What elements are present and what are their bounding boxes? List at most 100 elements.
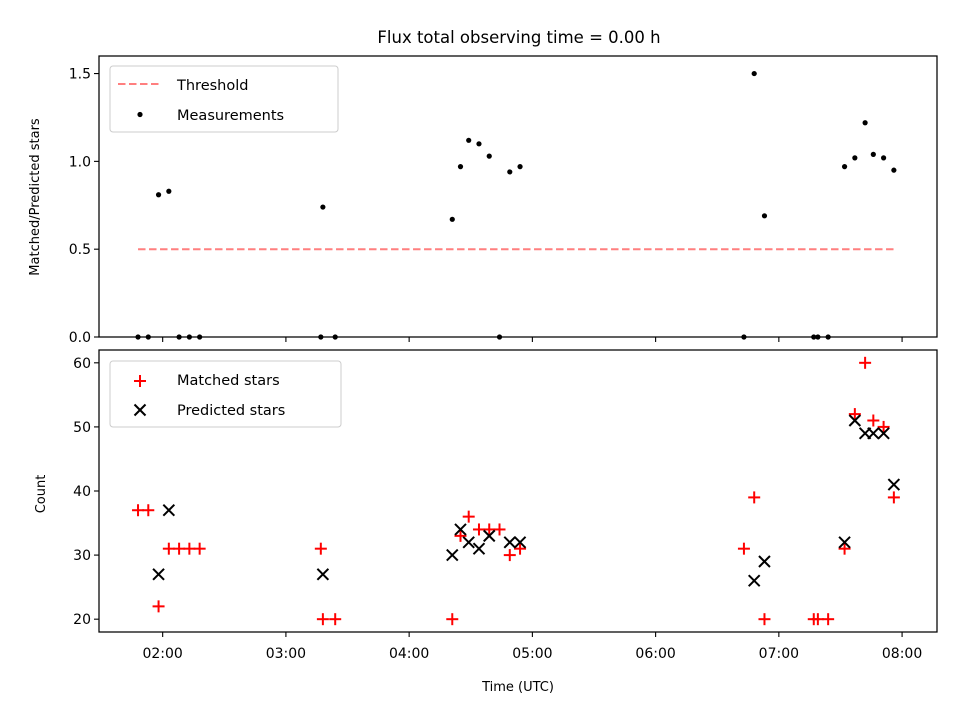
bottom-panel: 20 30 40 50 60 02:00 03:00 04:00 05:00 06:00 07:00… <box>34 349 938 695</box>
measurement-point <box>870 151 876 157</box>
matched-stars-point <box>758 613 771 626</box>
predicted-stars-point <box>483 529 496 543</box>
top-panel: 0.0 0.5 1.0 1.5 Matched/Predicted stars Thr… <box>28 55 938 346</box>
matched-stars-point <box>514 542 527 555</box>
matched-stars-point <box>162 542 175 555</box>
measurement-point <box>751 70 757 77</box>
matched-legend-label: Matched stars <box>177 373 280 389</box>
matched-stars-point <box>193 542 206 555</box>
predicted-stars-point <box>747 574 761 587</box>
predicted-stars-point <box>316 568 330 581</box>
predicted-stars-point <box>877 427 890 440</box>
bottom-legend: Matched stars Predicted stars <box>109 360 342 428</box>
matched-stars-point <box>887 491 900 504</box>
top-axes-frame <box>98 55 938 338</box>
y-tick-label: 40 <box>73 484 91 500</box>
matched-stars-point <box>737 542 750 555</box>
measurements-legend-label: Measurements <box>177 108 284 124</box>
measurement-point <box>320 204 326 210</box>
predicted-legend-label: Predicted stars <box>177 403 285 419</box>
matched-stars-point <box>748 491 761 504</box>
threshold-legend-label: Threshold <box>176 78 248 94</box>
predicted-stars-point <box>838 536 851 549</box>
measurement-point <box>891 167 897 173</box>
matched-stars-point <box>316 613 329 626</box>
bottom-legend-box <box>109 360 342 428</box>
matched-stars-point <box>454 529 467 542</box>
top-y-axis-label: Matched/Predicted stars <box>28 118 43 276</box>
bottom-x-axis-label: Time (UTC) <box>481 680 554 695</box>
predicted-stars-point <box>887 478 901 491</box>
chart-title: Flux total observing time = 0.00 h <box>377 28 660 47</box>
matched-stars-point <box>462 510 475 523</box>
matched-stars-point <box>483 523 496 536</box>
matched-stars-point <box>838 542 851 555</box>
predicted-stars-point <box>513 536 527 549</box>
predicted-stars-point <box>462 536 475 549</box>
y-tick-label: 20 <box>73 612 91 628</box>
matched-stars-point <box>503 549 516 562</box>
predicted-stars-point <box>503 536 516 549</box>
measurement-point <box>880 155 887 161</box>
measurements-legend-marker <box>137 111 143 118</box>
predicted-stars-point <box>446 548 459 562</box>
measurement-point <box>517 164 523 170</box>
x-tick-label: 04:00 <box>389 646 429 662</box>
y-tick-label: 0.5 <box>69 242 91 258</box>
measurement-point <box>457 164 464 170</box>
bottom-y-axis-label: Count <box>34 475 49 514</box>
measurement-point <box>449 216 455 222</box>
predicted-stars-point <box>472 542 486 555</box>
top-legend-box <box>109 65 339 133</box>
matched-legend-marker <box>134 375 146 387</box>
measurement-point <box>476 141 482 147</box>
y-tick-label: 60 <box>73 356 91 372</box>
measurement-point <box>761 213 768 219</box>
matched-stars-point <box>867 414 880 427</box>
matched-stars-point <box>142 504 155 517</box>
x-tick-label: 05:00 <box>512 646 552 662</box>
predicted-legend-marker <box>133 403 147 417</box>
measurement-point <box>155 192 162 198</box>
y-tick-label: 50 <box>73 420 91 436</box>
matched-stars-point <box>314 542 327 555</box>
predicted-stars-point <box>848 414 862 427</box>
matched-stars-point <box>472 523 485 536</box>
matched-stars-point <box>859 356 872 369</box>
measurement-point <box>862 120 868 126</box>
y-tick-label: 1.5 <box>69 67 91 83</box>
matched-stars-point <box>848 408 861 421</box>
measurement-point <box>852 155 858 161</box>
measurement-point <box>507 169 513 175</box>
matched-stars-point <box>446 613 459 626</box>
matched-stars-point <box>877 420 890 433</box>
top-legend: Threshold Measurements <box>109 65 339 133</box>
bottom-plot-area <box>132 356 901 626</box>
x-tick-label: 02:00 <box>142 646 182 662</box>
predicted-stars-point <box>152 568 165 581</box>
matched-stars-point <box>822 613 835 626</box>
measurement-point <box>166 188 172 194</box>
x-tick-label: 07:00 <box>759 646 799 662</box>
y-tick-label: 1.0 <box>69 154 91 170</box>
matched-stars-point <box>811 613 824 626</box>
measurement-point <box>486 153 492 159</box>
x-tick-label: 06:00 <box>635 646 675 662</box>
matched-stars-point <box>173 542 186 555</box>
measurement-point <box>841 164 848 170</box>
predicted-stars-point <box>758 555 771 568</box>
bottom-ticks: 20 30 40 50 60 02:00 03:00 04:00 05:00 06:00 07:00… <box>73 356 922 662</box>
predicted-stars-point <box>867 427 880 440</box>
predicted-stars-point <box>162 504 176 517</box>
x-tick-label: 03:00 <box>266 646 306 662</box>
matched-stars-point <box>329 613 342 626</box>
y-tick-label: 30 <box>73 548 91 564</box>
x-tick-label: 08:00 <box>882 646 922 662</box>
y-tick-label: 0.0 <box>69 330 91 346</box>
top-ticks: 0.0 0.5 1.0 1.5 <box>69 67 903 346</box>
matched-stars-point <box>183 542 196 555</box>
predicted-stars-point <box>454 523 467 536</box>
matched-stars-point <box>493 523 506 536</box>
measurement-point <box>466 137 472 143</box>
